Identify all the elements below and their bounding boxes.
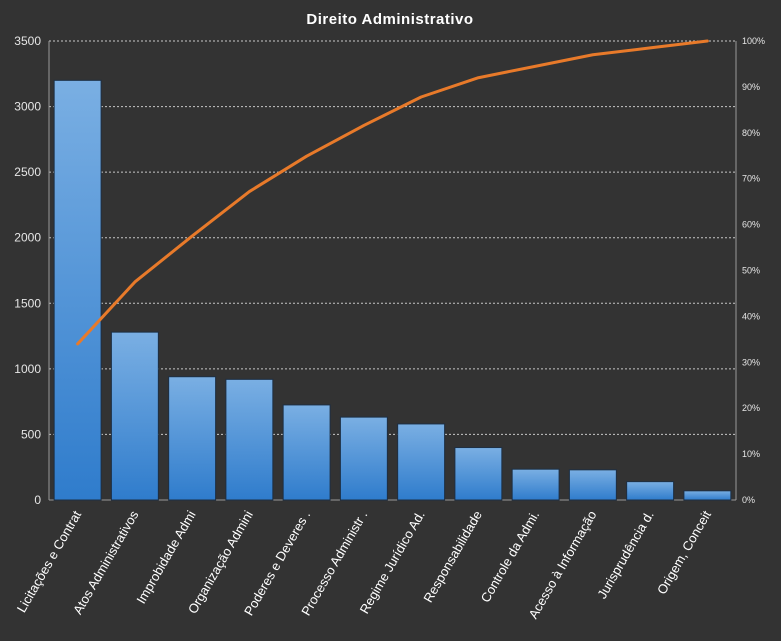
bar — [282, 404, 331, 501]
x-tick-label: Responsabilidade — [420, 508, 485, 605]
y2-tick-label: 10% — [742, 449, 760, 459]
y2-tick-label: 50% — [742, 266, 760, 276]
y2-tick-label: 30% — [742, 357, 760, 367]
chart-title: Direito Administrativo — [306, 11, 473, 28]
x-tick-label: Regime Jurídico Ad. — [357, 508, 428, 616]
x-tick-label: Jurisprudência d. — [594, 508, 656, 601]
y-tick-label: 0 — [34, 493, 41, 507]
x-tick-label: Licitações e Contrat — [14, 508, 85, 615]
y2-tick-label: 70% — [742, 174, 760, 184]
y2-tick-label: 90% — [742, 82, 760, 92]
y-tick-label: 1000 — [14, 362, 41, 376]
bar — [683, 490, 732, 501]
bar — [511, 468, 560, 501]
y2-tick-label: 80% — [742, 128, 760, 138]
y-tick-label: 1500 — [14, 296, 41, 310]
y2-tick-label: 20% — [742, 403, 760, 413]
x-tick-label: Atos Administrativos — [70, 508, 142, 617]
bar — [225, 378, 274, 501]
bar — [168, 376, 217, 501]
y-tick-label: 3000 — [14, 100, 41, 114]
gridlines — [48, 40, 737, 501]
y2-tick-label: 0% — [742, 495, 755, 505]
x-tick-label: Organização Admini — [185, 508, 256, 616]
bar — [397, 423, 446, 501]
cumulative-line-layer — [76, 39, 709, 346]
bar — [339, 416, 388, 501]
y-tick-label: 3500 — [14, 34, 41, 48]
x-tick-label: Controle da Admi. — [478, 508, 543, 605]
y-tick-label: 2500 — [14, 165, 41, 179]
x-tick-label: Improbidade Admi — [133, 508, 198, 606]
bar — [110, 331, 159, 501]
bar — [568, 469, 617, 501]
x-tick-label: Origem, Conceit — [654, 508, 714, 597]
y2-tick-label: 40% — [742, 311, 760, 321]
bar — [53, 79, 102, 501]
cumulative-line — [76, 39, 709, 346]
y-tick-label: 500 — [21, 427, 41, 441]
bars — [53, 79, 732, 501]
y-tick-label: 2000 — [14, 231, 41, 245]
y2-tick-label: 60% — [742, 220, 760, 230]
y2-tick-label: 100% — [742, 36, 765, 46]
bar — [626, 481, 675, 501]
y-axis-right: 0% 10% 20% 30% 40% 50% 60% 70% 80% 90% 100% — [742, 36, 765, 505]
y-axis-left: 0 500 1000 1500 2000 2500 3000 3500 — [14, 34, 41, 507]
bar — [454, 447, 503, 501]
